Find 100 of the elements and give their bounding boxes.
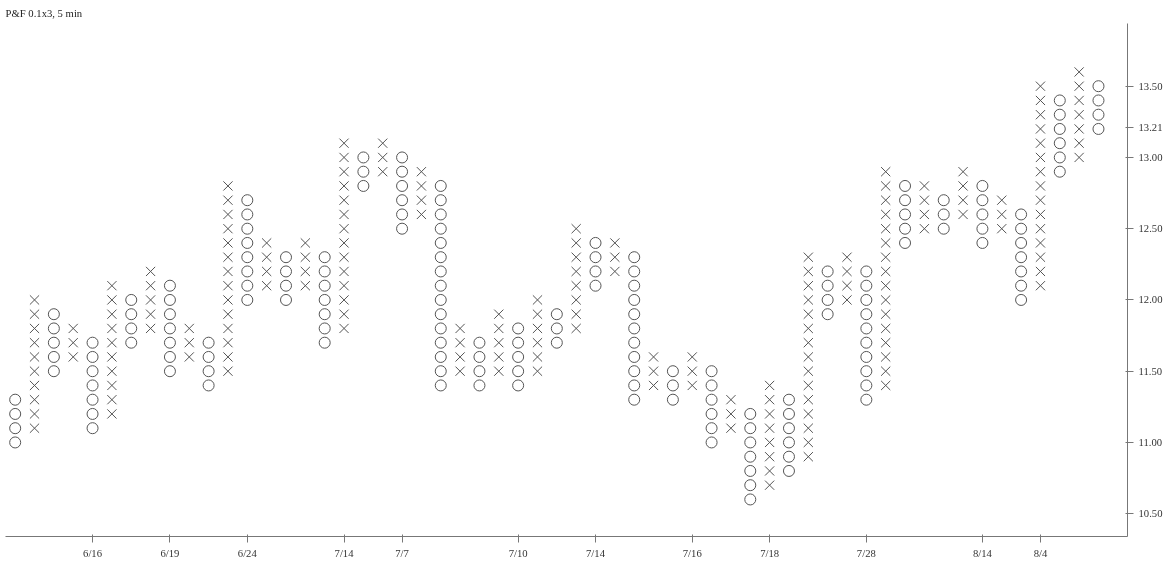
point xyxy=(318,336,331,349)
point xyxy=(106,380,117,391)
point xyxy=(145,323,156,334)
point xyxy=(434,365,447,378)
point xyxy=(899,236,912,249)
point xyxy=(899,208,912,221)
point xyxy=(957,195,969,206)
point xyxy=(455,366,466,377)
point xyxy=(803,309,814,320)
point xyxy=(222,180,234,192)
point xyxy=(1035,138,1046,149)
point xyxy=(338,294,350,306)
point xyxy=(434,279,447,292)
point xyxy=(473,365,486,378)
point xyxy=(106,408,117,420)
point xyxy=(782,422,795,435)
point xyxy=(29,351,40,363)
point xyxy=(628,279,641,292)
point xyxy=(338,237,350,249)
point xyxy=(261,237,272,249)
point xyxy=(1015,208,1028,221)
point xyxy=(163,279,176,292)
point xyxy=(106,280,117,291)
point xyxy=(9,422,22,435)
point xyxy=(261,280,272,291)
x-tick-label: 8/4 xyxy=(1033,547,1048,559)
point xyxy=(782,407,795,420)
point xyxy=(47,308,60,321)
point xyxy=(29,309,40,320)
point xyxy=(899,179,912,192)
point xyxy=(338,166,350,177)
point xyxy=(880,366,891,377)
point xyxy=(222,223,234,234)
point xyxy=(803,423,814,434)
point xyxy=(744,479,757,492)
point xyxy=(338,152,350,163)
point xyxy=(744,450,757,463)
point xyxy=(821,308,834,321)
point xyxy=(803,408,814,420)
y-tick-label: 13.00 xyxy=(1138,151,1163,163)
x-tick-label: 6/19 xyxy=(160,547,180,559)
point xyxy=(996,195,1007,206)
point xyxy=(106,394,117,405)
point xyxy=(550,308,563,321)
point xyxy=(705,379,718,392)
chart-title: P&F 0.1x3, 5 min xyxy=(5,7,83,19)
point xyxy=(880,223,891,234)
point xyxy=(1074,66,1085,78)
point xyxy=(318,308,331,321)
point xyxy=(396,208,409,221)
point xyxy=(860,350,873,363)
point xyxy=(571,294,582,306)
point xyxy=(899,194,912,207)
point xyxy=(764,423,775,434)
y-tick-label: 13.50 xyxy=(1138,80,1163,92)
point xyxy=(125,308,138,321)
point xyxy=(628,322,641,335)
point xyxy=(29,380,40,391)
point xyxy=(86,379,99,392)
point xyxy=(1074,152,1085,163)
point xyxy=(803,266,814,277)
point xyxy=(919,223,930,234)
point xyxy=(145,309,156,320)
point xyxy=(744,407,757,420)
point xyxy=(357,179,370,192)
point xyxy=(222,237,234,249)
point xyxy=(687,380,698,391)
point xyxy=(163,293,176,306)
point xyxy=(803,323,814,334)
point xyxy=(744,493,757,506)
point xyxy=(163,308,176,321)
x-tick-label: 7/28 xyxy=(856,547,876,559)
point xyxy=(434,308,447,321)
point xyxy=(434,265,447,278)
point xyxy=(725,423,737,434)
point xyxy=(1015,293,1028,306)
point xyxy=(841,280,853,291)
point xyxy=(241,208,254,221)
point xyxy=(687,351,698,363)
point xyxy=(184,337,195,348)
point xyxy=(976,194,989,207)
point xyxy=(744,436,757,449)
point xyxy=(1053,151,1066,164)
point xyxy=(1015,236,1028,249)
point xyxy=(241,251,254,264)
point xyxy=(803,294,814,306)
point xyxy=(106,323,117,334)
point xyxy=(202,365,215,378)
point xyxy=(416,166,427,177)
point xyxy=(300,252,311,263)
point xyxy=(860,336,873,349)
point xyxy=(628,379,641,392)
point xyxy=(571,280,582,291)
point xyxy=(628,293,641,306)
y-tick-label: 13.21 xyxy=(1138,122,1163,134)
point xyxy=(1035,123,1046,135)
point xyxy=(803,280,814,291)
point xyxy=(880,280,891,291)
point xyxy=(880,337,891,348)
point xyxy=(705,422,718,435)
